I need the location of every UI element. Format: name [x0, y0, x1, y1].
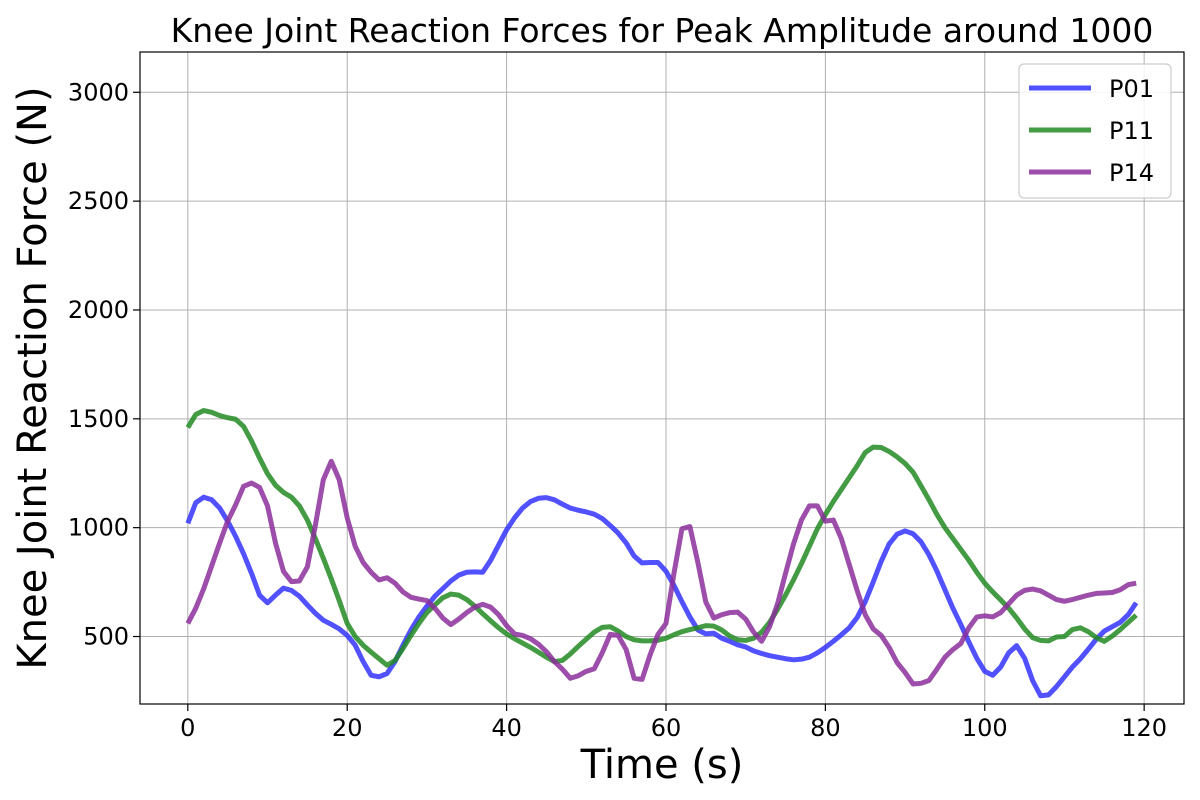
- series-line-p01: [185, 494, 1139, 699]
- grid-layer: [140, 52, 1184, 704]
- axes-layer: [139, 51, 1185, 705]
- series-line-p11: [185, 408, 1138, 668]
- x-tick-label: 60: [651, 714, 682, 742]
- y-tick-label: 3000: [68, 78, 129, 106]
- ticks-layer: 0 20 40 60 80 100 120 500 1000 1500 2000 2500 3000: [68, 78, 1167, 742]
- x-axis-label: Time (s): [580, 742, 744, 788]
- x-tick-label: 100: [962, 714, 1008, 742]
- labels-layer: Knee Joint Reaction Forces for Peak Ampl…: [10, 11, 1153, 788]
- x-tick-label: 80: [810, 714, 841, 742]
- chart-title: Knee Joint Reaction Forces for Peak Ampl…: [171, 11, 1154, 50]
- plot-frame: [139, 51, 1185, 705]
- series-line-p14: [185, 458, 1137, 687]
- y-axis-label: Knee Joint Reaction Force (N): [10, 86, 56, 669]
- y-tick-label: 2500: [68, 187, 129, 215]
- y-tick-label: 2000: [68, 296, 129, 324]
- legend-box: [1018, 63, 1172, 199]
- x-tick-label: 20: [332, 714, 363, 742]
- y-tick-label: 1500: [68, 405, 129, 433]
- x-tick-label: 0: [180, 714, 195, 742]
- series-layer: [185, 408, 1139, 699]
- y-tick-label: 1000: [68, 514, 129, 542]
- y-tick-label: 500: [83, 623, 129, 651]
- legend-label-p14: P14: [1109, 159, 1154, 187]
- x-tick-label: 40: [491, 714, 522, 742]
- legend-label-p11: P11: [1109, 117, 1154, 145]
- legend-label-p01: P01: [1109, 75, 1154, 103]
- x-tick-label: 120: [1121, 714, 1167, 742]
- legend: P01 P11 P14: [1018, 63, 1172, 199]
